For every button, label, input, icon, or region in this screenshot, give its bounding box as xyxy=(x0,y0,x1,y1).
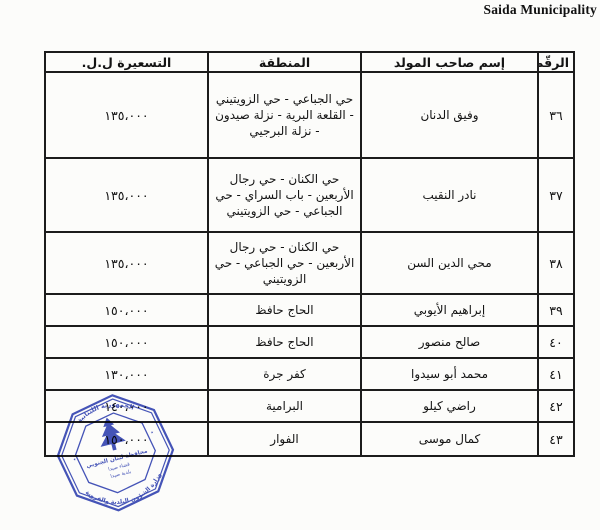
cell-owner: كمال موسى xyxy=(360,421,539,457)
cell-number: ٣٦ xyxy=(537,71,575,159)
cell-number: ٤٢ xyxy=(537,389,575,423)
cell-price: ١٣٠،٠٠٠ xyxy=(44,357,209,391)
cell-owner: راضي كيلو xyxy=(360,389,539,423)
page-title: Saida Municipality xyxy=(483,2,597,17)
cell-number: ٤٠ xyxy=(537,325,575,359)
cell-number: ٣٩ xyxy=(537,293,575,327)
table-header-row: الرقّم إسم صاحب المولد المنطقة التسعيرة … xyxy=(44,51,575,73)
generators-pricing-table: الرقّم إسم صاحب المولد المنطقة التسعيرة … xyxy=(44,51,575,457)
header-price: التسعيرة ل.ل. xyxy=(44,51,209,73)
cell-region: البرامية xyxy=(207,389,362,423)
municipality-stamp: الجمهورية اللبنانية وزارة الشؤون البلدية… xyxy=(56,394,175,514)
stamp-center-line2: قضاء صيدا xyxy=(108,461,131,472)
cell-region: الفوار xyxy=(207,421,362,457)
cell-owner: إبراهيم الأيوبي xyxy=(360,293,539,327)
cell-price: ١٥٠،٠٠٠ xyxy=(44,325,209,359)
header-number: الرقّم xyxy=(537,51,575,73)
cedar-tree-icon xyxy=(100,417,126,451)
table-row: ٣٧ نادر النقيب حي الكنان - حي رجال الأرب… xyxy=(44,157,575,233)
cell-region: الحاج حافظ xyxy=(207,293,362,327)
cell-price: ١٥٠،٠٠٠ xyxy=(44,421,209,457)
table-row: ٤١ محمد أبو سيدوا كفر جرة ١٣٠،٠٠٠ xyxy=(44,357,575,391)
cell-price: ١٣٥،٠٠٠ xyxy=(44,71,209,159)
cell-price: ١٣٥،٠٠٠ xyxy=(44,231,209,295)
cell-region: حي الكنان - حي رجال الأربعين - حي الجباع… xyxy=(207,231,362,295)
table-row: ٤٣ كمال موسى الفوار ١٥٠،٠٠٠ xyxy=(44,421,575,457)
stamp-outer-octagon xyxy=(56,394,175,512)
stamp-inner-octagon xyxy=(74,412,157,494)
cell-number: ٤١ xyxy=(537,357,575,391)
header-owner: إسم صاحب المولد xyxy=(360,51,539,73)
cell-region: الحاج حافظ xyxy=(207,325,362,359)
cell-price: ١٥٠،٠٠٠ xyxy=(44,293,209,327)
stamp-star-right: ٭ xyxy=(150,430,154,437)
cell-number: ٣٨ xyxy=(537,231,575,295)
cell-region: حي الجباعي - حي الزويتيني - القلعة البري… xyxy=(207,71,362,159)
cell-region: حي الكنان - حي رجال الأربعين - باب السرا… xyxy=(207,157,362,233)
cell-owner: وفيق الدنان xyxy=(360,71,539,159)
stamp-center-line3: بلدية صيدا xyxy=(110,469,132,480)
cell-price: ١٤٠،٠٠٠ xyxy=(44,389,209,423)
table-row: ٣٦ وفيق الدنان حي الجباعي - حي الزويتيني… xyxy=(44,71,575,159)
cell-owner: نادر النقيب xyxy=(360,157,539,233)
cell-region: كفر جرة xyxy=(207,357,362,391)
table-row: ٣٩ إبراهيم الأيوبي الحاج حافظ ١٥٠،٠٠٠ xyxy=(44,293,575,327)
cell-number: ٤٣ xyxy=(537,421,575,457)
cell-owner: محمد أبو سيدوا xyxy=(360,357,539,391)
table-row: ٣٨ محي الدين السن حي الكنان - حي رجال ال… xyxy=(44,231,575,295)
cell-owner: محي الدين السن xyxy=(360,231,539,295)
cell-number: ٣٧ xyxy=(537,157,575,233)
cell-price: ١٣٥،٠٠٠ xyxy=(44,157,209,233)
header-region: المنطقة xyxy=(207,51,362,73)
stamp-outer-octagon-inner-line xyxy=(61,398,170,508)
cell-owner: صالح منصور xyxy=(360,325,539,359)
stamp-star-left: ٭ xyxy=(73,457,77,464)
table-row: ٤٢ راضي كيلو البرامية ١٤٠،٠٠٠ xyxy=(44,389,575,423)
table-row: ٤٠ صالح منصور الحاج حافظ ١٥٠،٠٠٠ xyxy=(44,325,575,359)
